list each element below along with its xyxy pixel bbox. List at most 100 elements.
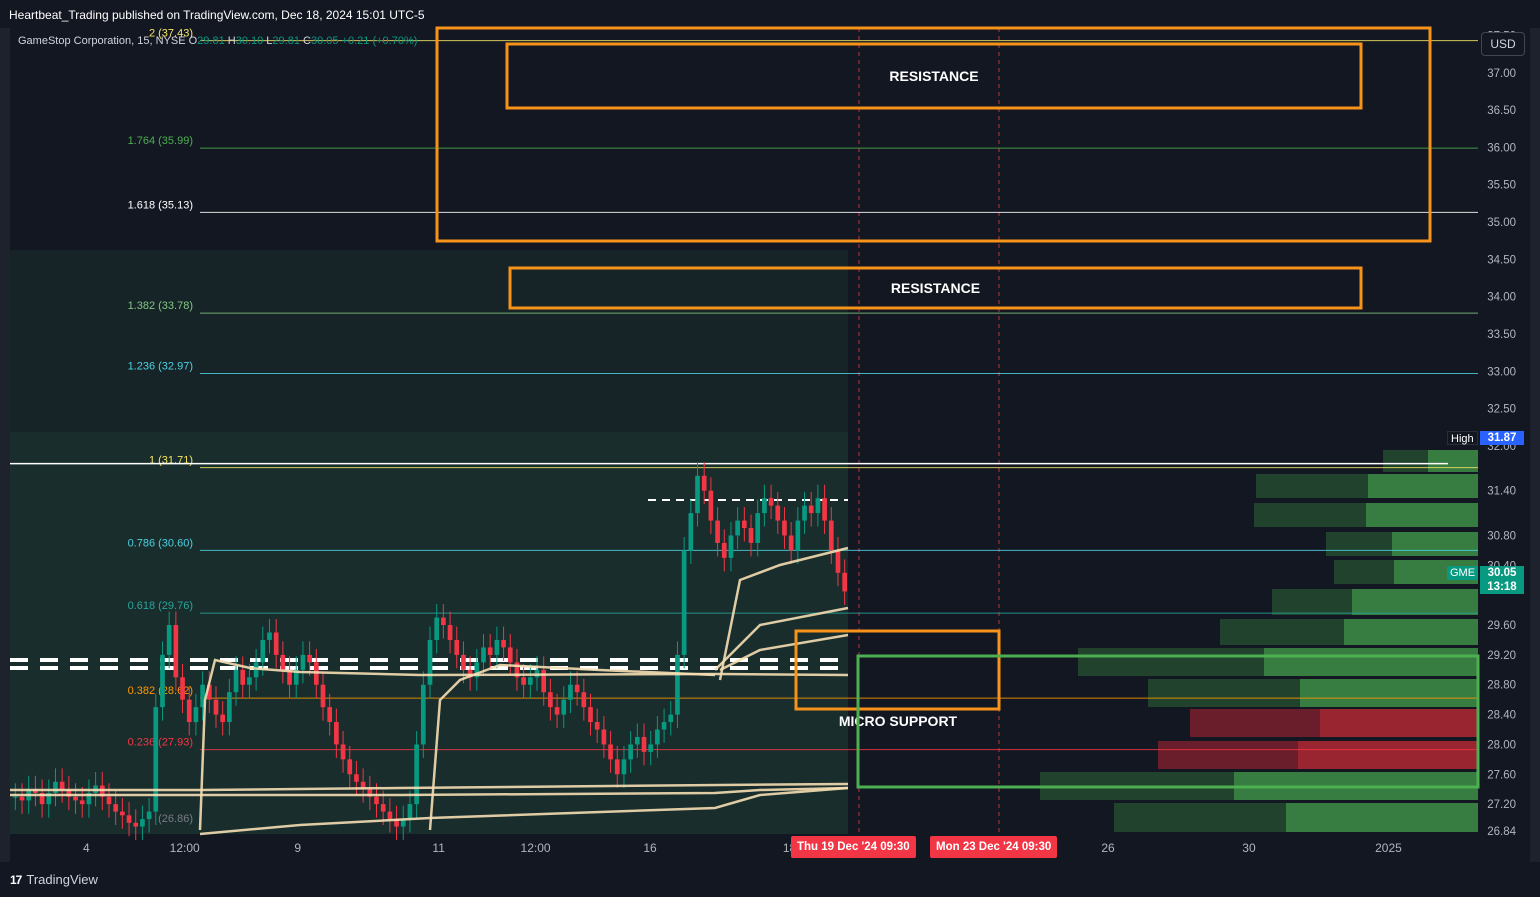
candle-body-120 (815, 498, 821, 514)
candle-body-41 (287, 669, 292, 685)
candle-body-124 (842, 572, 847, 592)
legend-close: 30.05 (310, 35, 339, 47)
candle-body-25 (180, 677, 185, 700)
vwap-curve-0 (10, 782, 849, 792)
zone-label-1: RESISTANCE (891, 280, 980, 296)
currency-button[interactable]: USD (1481, 32, 1525, 56)
vp-row-b-6 (1344, 619, 1478, 645)
candle-body-109 (741, 520, 747, 529)
candle-body-90 (614, 759, 620, 775)
candle-body-95 (648, 744, 654, 752)
candle-body-86 (588, 707, 593, 723)
y-tick-5: 35.00 (1487, 217, 1516, 229)
candle-body-123 (835, 550, 841, 573)
tv-logo-icon: 17 (10, 872, 22, 887)
candle-body-20 (146, 811, 152, 820)
candle-body-46 (320, 684, 326, 708)
candle-body-114 (775, 505, 781, 521)
candle-body-39 (273, 632, 279, 655)
candle-body-68 (467, 669, 473, 678)
candle-body-115 (782, 520, 787, 536)
legend-low-label: L (266, 35, 273, 47)
candle-body-52 (360, 781, 366, 790)
countdown: 13:18 (1487, 581, 1517, 593)
candle-body-98 (668, 714, 674, 723)
candle-body-64 (441, 617, 446, 626)
brand-name: TradingView (26, 872, 98, 887)
legend-open-label: O (188, 35, 198, 47)
vp-row-b-8 (1300, 679, 1478, 707)
candle-body-93 (634, 736, 640, 745)
y-tick-17: 28.80 (1487, 680, 1516, 692)
legend-low: 29.81 (272, 35, 300, 47)
candle-body-73 (501, 639, 506, 648)
candle-body-106 (721, 542, 727, 558)
candle-body-92 (628, 744, 633, 760)
y-tick-16: 29.20 (1487, 650, 1516, 662)
candle-body-56 (387, 811, 393, 820)
tradingview-logo[interactable]: 17 TradingView (10, 872, 98, 887)
fib-shade-mid (10, 432, 848, 834)
candle-body-31 (220, 714, 226, 723)
candle-body-96 (655, 729, 660, 745)
fib-label-3: 1.382 (33.78) (128, 300, 193, 312)
candle-body-74 (507, 647, 513, 663)
vwap-curve-2 (719, 633, 849, 672)
candle-body-22 (160, 654, 165, 708)
candle-body-15 (113, 804, 119, 812)
x-tick-4: 12:00 (521, 841, 551, 855)
candle-body-89 (608, 744, 613, 760)
zone-box-2 (794, 629, 1001, 711)
candle-body-85 (581, 692, 587, 708)
candle-body-81 (554, 707, 560, 715)
candle-body-58 (400, 819, 406, 827)
candle-body-108 (735, 520, 740, 536)
vp-row-a-0 (1383, 450, 1428, 472)
support-green-box (856, 654, 1480, 789)
fib-zero-label: (26.86) (158, 813, 193, 825)
candle-body-35 (247, 677, 252, 685)
candle-body-94 (641, 736, 647, 752)
zone-label-0: RESISTANCE (889, 68, 978, 84)
y-tick-7: 34.00 (1487, 292, 1516, 304)
date-marker-1: Thu 19 Dec '24 09:30 (791, 836, 916, 858)
vp-row-b-1 (1368, 474, 1478, 498)
candle-body-83 (568, 684, 573, 700)
legend-close-label: C (303, 35, 311, 47)
candle-body-33 (233, 669, 239, 693)
vp-row-b-0 (1428, 450, 1478, 472)
fib-label-0: 2 (37.43) (149, 28, 193, 40)
candle-body-75 (514, 662, 520, 678)
x-tick-5: 16 (643, 841, 657, 855)
vp-row-a-5 (1272, 589, 1352, 615)
fib-label-5: 1 (31.71) (149, 455, 193, 467)
candle-body-27 (193, 707, 199, 723)
y-tick-22: 26.84 (1487, 826, 1516, 838)
vp-row-b-2 (1366, 503, 1478, 527)
candle-body-57 (394, 819, 399, 827)
legend-high-label: H (227, 35, 236, 47)
candle-body-49 (340, 744, 346, 760)
candle-body-110 (748, 528, 754, 543)
candle-body-28 (200, 684, 205, 708)
candle-body-26 (186, 699, 192, 723)
x-tick-8: 30 (1242, 841, 1256, 855)
candle-body-67 (461, 654, 466, 670)
vwap-curve-3 (718, 546, 849, 681)
x-tick-3: 11 (432, 841, 445, 855)
candles (10, 462, 849, 840)
candle-body-8 (66, 789, 72, 797)
candle-body-53 (367, 789, 373, 797)
candle-body-44 (307, 654, 312, 663)
fib-label-6: 0.786 (30.60) (128, 537, 193, 549)
candle-body-4 (39, 792, 45, 805)
candle-body-42 (293, 669, 299, 685)
candle-body-38 (267, 632, 272, 640)
zone-box-1 (508, 266, 1363, 310)
vp-row-b-7 (1264, 648, 1478, 676)
candle-body-70 (481, 647, 486, 663)
fib-label-2: 1.618 (35.13) (128, 199, 193, 211)
vp-row-b-12 (1286, 803, 1478, 832)
zones: RESISTANCE RESISTANCE MICRO SUPPORT (435, 26, 1480, 789)
